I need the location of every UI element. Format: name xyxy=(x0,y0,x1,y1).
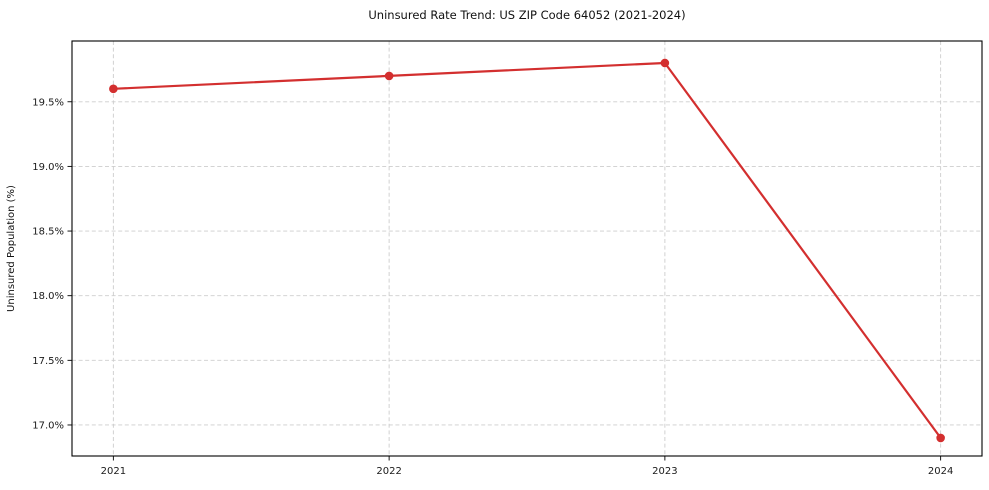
data-point-marker xyxy=(936,433,945,443)
y-tick-label: 19.0% xyxy=(32,162,64,173)
chart-title: Uninsured Rate Trend: US ZIP Code 64052 … xyxy=(368,8,685,22)
data-point-marker xyxy=(660,58,670,68)
axis-layer xyxy=(71,40,983,457)
y-tick-label: 19.5% xyxy=(32,97,64,108)
y-tick-label: 18.5% xyxy=(32,227,64,238)
y-tick-label: 17.5% xyxy=(32,356,64,367)
trend-line xyxy=(112,61,942,440)
data-point-marker xyxy=(384,71,394,81)
x-tick-label: 2022 xyxy=(376,466,401,477)
plot-frame xyxy=(71,40,983,457)
series-layer xyxy=(109,58,945,443)
x-tick-label: 2024 xyxy=(928,466,953,477)
x-tick-label: 2021 xyxy=(101,466,126,477)
grid-layer xyxy=(72,41,982,456)
tick-layer: 17.0% 17.5% 18.0% 18.5% 19.0% 19.5% 2021 2022 20… xyxy=(32,97,953,477)
y-axis-label: Uninsured Population (%) xyxy=(6,185,17,312)
y-tick-label: 17.0% xyxy=(32,420,64,431)
y-tick-label: 18.0% xyxy=(32,291,64,302)
data-point-marker xyxy=(109,84,118,94)
x-tick-label: 2023 xyxy=(652,466,677,477)
